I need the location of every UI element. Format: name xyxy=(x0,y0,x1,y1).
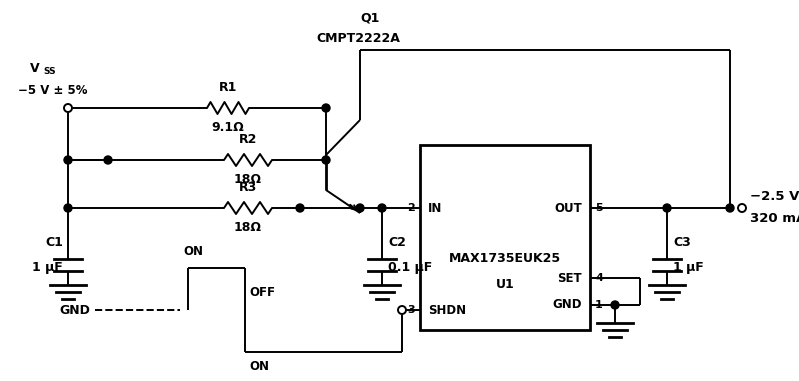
Text: 1 μF: 1 μF xyxy=(32,261,63,274)
Text: SET: SET xyxy=(558,272,582,285)
Bar xyxy=(420,145,590,330)
Text: ON: ON xyxy=(183,245,203,258)
Text: −2.5 V: −2.5 V xyxy=(750,189,799,202)
Text: R1: R1 xyxy=(219,81,237,94)
Text: C1: C1 xyxy=(45,237,63,250)
Text: OUT: OUT xyxy=(555,202,582,215)
Text: CMPT2222A: CMPT2222A xyxy=(316,32,400,45)
Text: 320 mA: 320 mA xyxy=(750,211,799,224)
Circle shape xyxy=(322,156,330,164)
Text: R2: R2 xyxy=(239,133,257,146)
Text: V: V xyxy=(30,61,40,75)
Text: ON: ON xyxy=(249,360,269,373)
Text: SHDN: SHDN xyxy=(428,304,466,317)
Circle shape xyxy=(663,204,671,212)
Circle shape xyxy=(64,104,72,112)
Circle shape xyxy=(104,156,112,164)
Text: 9.1Ω: 9.1Ω xyxy=(212,121,244,134)
Text: 3: 3 xyxy=(407,305,415,315)
Circle shape xyxy=(64,204,72,212)
Text: R3: R3 xyxy=(239,181,257,194)
Circle shape xyxy=(378,204,386,212)
Text: 18Ω: 18Ω xyxy=(234,173,262,186)
Text: 18Ω: 18Ω xyxy=(234,221,262,234)
Text: IN: IN xyxy=(428,202,443,215)
Text: 0.1 μF: 0.1 μF xyxy=(388,261,432,274)
Circle shape xyxy=(64,156,72,164)
Circle shape xyxy=(398,306,406,314)
Text: GND: GND xyxy=(552,298,582,312)
Text: 4: 4 xyxy=(595,273,603,283)
Text: GND: GND xyxy=(59,304,90,317)
Text: SS: SS xyxy=(43,67,56,77)
Text: U1: U1 xyxy=(495,277,515,290)
Text: 1: 1 xyxy=(595,300,602,310)
Text: 1 μF: 1 μF xyxy=(673,261,704,274)
Circle shape xyxy=(726,204,734,212)
Text: C3: C3 xyxy=(673,237,691,250)
Text: Q1: Q1 xyxy=(360,11,380,24)
Text: 2: 2 xyxy=(407,203,415,213)
Circle shape xyxy=(738,204,746,212)
Text: 5: 5 xyxy=(595,203,602,213)
Text: C2: C2 xyxy=(388,237,406,250)
Circle shape xyxy=(611,301,619,309)
Text: −5 V ± 5%: −5 V ± 5% xyxy=(18,83,88,96)
Circle shape xyxy=(356,204,364,212)
Circle shape xyxy=(322,104,330,112)
Text: OFF: OFF xyxy=(249,285,275,298)
Text: MAX1735EUK25: MAX1735EUK25 xyxy=(449,251,561,264)
Circle shape xyxy=(296,204,304,212)
